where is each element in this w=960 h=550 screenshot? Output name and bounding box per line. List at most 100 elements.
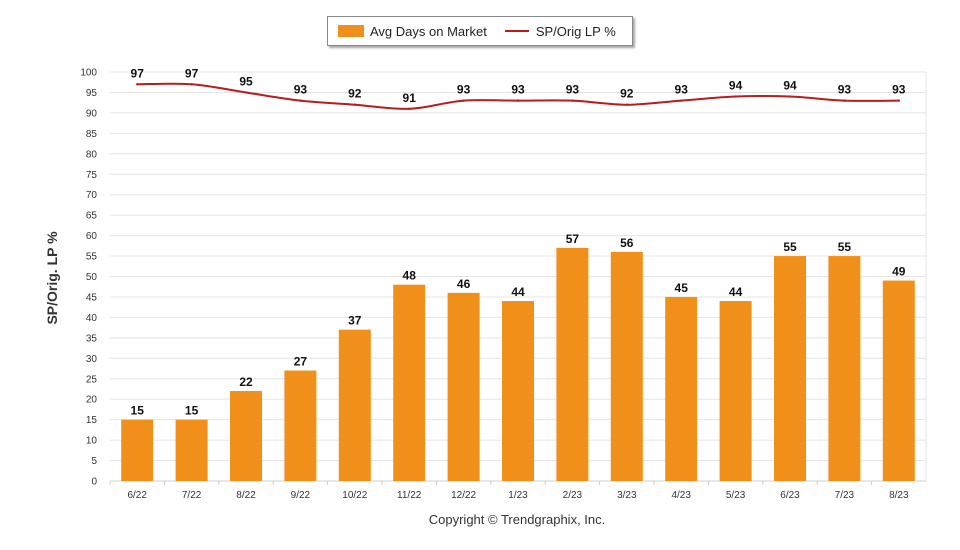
bar-value-label: 46 bbox=[457, 277, 471, 291]
line-point bbox=[244, 91, 248, 94]
y-tick-label: 10 bbox=[86, 436, 98, 447]
bar bbox=[828, 256, 861, 481]
y-tick-label: 80 bbox=[86, 149, 98, 160]
bar-value-label: 45 bbox=[675, 281, 689, 295]
bar-value-label: 22 bbox=[239, 375, 253, 389]
bar bbox=[774, 256, 806, 481]
bar-value-label: 44 bbox=[511, 285, 525, 299]
line-point bbox=[136, 83, 139, 86]
legend-line-label: SP/Orig LP % bbox=[535, 23, 616, 39]
line-point bbox=[408, 107, 411, 111]
line-point bbox=[843, 99, 846, 102]
copyright-text: Copyright © Trendgraphix, Inc. bbox=[428, 512, 606, 527]
bar bbox=[447, 292, 480, 481]
legend-bar-label: Avg Days on Market bbox=[370, 23, 487, 39]
y-tick-label: 20 bbox=[86, 395, 98, 406]
y-tick-label: 100 bbox=[80, 68, 97, 79]
line-value-label: 93 bbox=[892, 83, 906, 97]
bar bbox=[665, 296, 698, 481]
bar bbox=[393, 284, 426, 481]
legend: Avg Days on Market SP/Orig LP % bbox=[327, 16, 633, 46]
y-tick-label: 5 bbox=[91, 456, 97, 467]
x-tick-label: 6/23 bbox=[780, 490, 800, 501]
legend-line-swatch bbox=[504, 30, 529, 32]
bar-value-label: 27 bbox=[294, 355, 308, 369]
line-point bbox=[190, 83, 193, 86]
line-point bbox=[516, 99, 520, 102]
y-tick-label: 40 bbox=[86, 313, 98, 324]
bar-value-label: 48 bbox=[403, 269, 417, 283]
line-value-label: 92 bbox=[348, 87, 362, 101]
line-point bbox=[788, 95, 792, 98]
y-tick-label: 55 bbox=[86, 252, 98, 263]
x-tick-label: 5/23 bbox=[726, 490, 746, 501]
line-value-label: 97 bbox=[131, 66, 145, 80]
bar-value-label: 55 bbox=[783, 240, 797, 254]
legend-item-line: SP/Orig LP % bbox=[504, 23, 616, 39]
line-value-label: 97 bbox=[185, 66, 199, 80]
y-tick-label: 95 bbox=[86, 88, 98, 99]
x-tick-label: 3/23 bbox=[617, 490, 637, 501]
y-tick-label: 30 bbox=[86, 354, 98, 365]
line-point bbox=[680, 99, 683, 102]
x-tick-label: 9/22 bbox=[291, 490, 311, 501]
x-tick-label: 8/23 bbox=[889, 490, 909, 501]
line-value-label: 91 bbox=[403, 91, 417, 105]
bar bbox=[175, 419, 208, 481]
line-point bbox=[462, 99, 465, 102]
gridlines bbox=[110, 71, 927, 482]
y-tick-label: 70 bbox=[86, 190, 98, 201]
x-tick-label: 7/22 bbox=[182, 490, 202, 501]
line-value-label: 93 bbox=[566, 83, 580, 97]
data-labels: 15 15 22 27 37 48 46 44 57 56 45 44 55 55 49 97 97 95 93 92… bbox=[131, 66, 906, 417]
line-value-label: 93 bbox=[457, 83, 471, 97]
bar-series bbox=[121, 247, 915, 481]
bar bbox=[121, 419, 154, 481]
line-point bbox=[897, 99, 900, 102]
bar-value-label: 37 bbox=[348, 314, 362, 328]
x-tick-label: 6/22 bbox=[127, 490, 147, 501]
bar bbox=[338, 329, 371, 481]
y-tick-label: 65 bbox=[86, 211, 98, 222]
x-tick-label: 11/22 bbox=[397, 490, 422, 501]
y-tick-label: 75 bbox=[86, 170, 98, 181]
y-tick-label: 85 bbox=[86, 129, 98, 140]
y-tick-label: 90 bbox=[86, 108, 98, 119]
bar-value-label: 55 bbox=[838, 240, 852, 254]
line-value-label: 92 bbox=[620, 87, 634, 101]
line-value-label: 95 bbox=[239, 74, 253, 88]
bar bbox=[502, 301, 534, 481]
line-value-label: 93 bbox=[675, 83, 689, 97]
bar-value-label: 15 bbox=[131, 404, 145, 418]
line-value-label: 93 bbox=[294, 83, 308, 97]
bar-value-label: 56 bbox=[620, 236, 634, 250]
bar-value-label: 57 bbox=[566, 232, 580, 246]
y-axis-title: SP/Orig. LP % bbox=[44, 231, 60, 325]
bar bbox=[284, 370, 317, 481]
line-series bbox=[136, 82, 900, 111]
bar bbox=[556, 247, 589, 481]
line-value-label: 94 bbox=[729, 79, 743, 93]
line-point bbox=[571, 99, 574, 102]
y-tick-label: 0 bbox=[91, 477, 97, 488]
bar bbox=[882, 280, 915, 481]
bar-value-label: 44 bbox=[729, 285, 743, 299]
x-tick-label: 2/23 bbox=[563, 490, 583, 501]
y-tick-label: 45 bbox=[86, 292, 98, 303]
line-point bbox=[734, 95, 737, 98]
line-point bbox=[353, 103, 356, 106]
bar-value-label: 15 bbox=[185, 404, 199, 418]
y-tick-label: 50 bbox=[86, 272, 98, 283]
line-value-label: 93 bbox=[838, 83, 852, 97]
y-tick-label: 15 bbox=[86, 415, 98, 426]
line-point bbox=[625, 103, 628, 106]
x-tick-label: 7/23 bbox=[835, 490, 855, 501]
x-tick-label: 10/22 bbox=[342, 490, 367, 501]
x-tick-label: 12/22 bbox=[451, 490, 476, 501]
bar bbox=[230, 391, 262, 481]
line-point bbox=[299, 99, 302, 102]
y-tick-label: 60 bbox=[86, 231, 98, 242]
bar bbox=[610, 251, 643, 481]
bar-value-label: 49 bbox=[892, 265, 906, 279]
